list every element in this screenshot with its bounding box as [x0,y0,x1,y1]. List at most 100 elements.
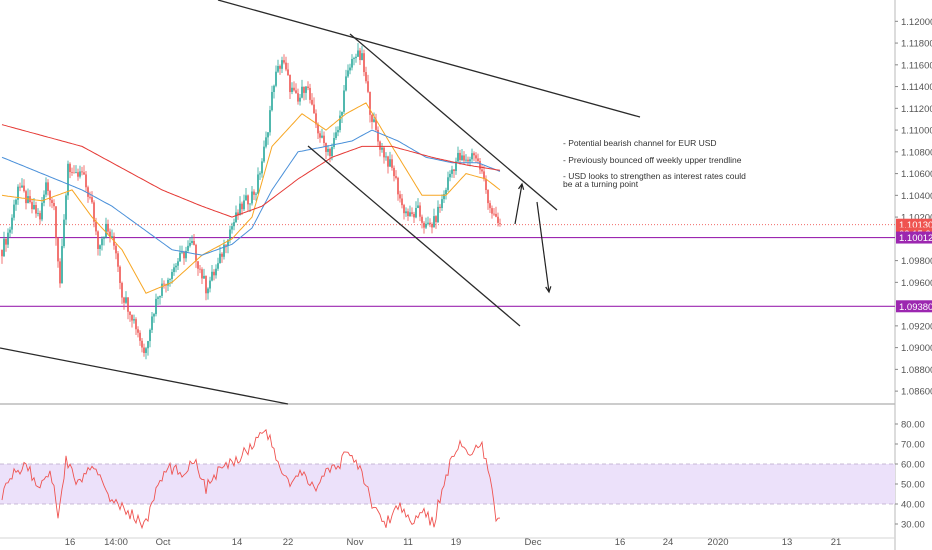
rsi-line[interactable] [1,428,501,530]
candle[interactable] [395,170,397,180]
candle[interactable] [499,218,501,227]
candle[interactable] [453,168,455,179]
candle[interactable] [307,81,309,91]
candle[interactable] [175,262,177,273]
candle[interactable] [357,43,359,57]
candle[interactable] [275,65,277,88]
candle[interactable] [369,91,371,123]
candle[interactable] [89,191,91,200]
candle[interactable] [379,140,381,157]
candle[interactable] [239,196,241,216]
candle[interactable] [99,244,101,256]
candle[interactable] [57,236,59,268]
candle[interactable] [3,231,5,257]
candle[interactable] [491,205,493,219]
candle[interactable] [153,312,155,323]
candle[interactable] [61,238,63,284]
candle[interactable] [171,269,173,284]
candle[interactable] [333,132,335,150]
candle[interactable] [297,88,299,105]
candle[interactable] [415,201,417,219]
candle[interactable] [351,54,353,71]
candle[interactable] [381,143,383,153]
candle[interactable] [71,167,73,176]
candle[interactable] [485,175,487,194]
candle[interactable] [205,275,207,301]
candle[interactable] [337,126,339,137]
candle[interactable] [129,311,131,322]
candle[interactable] [5,238,7,252]
candle[interactable] [155,293,157,317]
candle[interactable] [137,326,139,338]
candle[interactable] [255,192,257,201]
candle[interactable] [367,74,369,94]
candle[interactable] [87,185,89,203]
candle[interactable] [457,146,459,163]
candle[interactable] [441,194,443,211]
candle[interactable] [115,243,117,260]
candle[interactable] [231,222,233,234]
candle[interactable] [73,165,75,174]
candle[interactable] [469,156,471,167]
candle[interactable] [359,47,361,66]
candle[interactable] [75,165,77,174]
candle[interactable] [241,201,243,215]
weekly-lower-trendline[interactable] [0,347,289,405]
candle[interactable] [467,156,469,166]
candle[interactable] [477,153,479,164]
candle[interactable] [51,197,53,209]
candle[interactable] [277,59,279,74]
moving-average-orange[interactable] [1,102,501,294]
candle[interactable] [47,179,49,196]
arrow-up[interactable] [514,182,525,225]
moving-average-blue[interactable] [1,129,501,256]
candle[interactable] [355,53,357,63]
candle[interactable] [421,214,423,229]
candle[interactable] [323,131,325,147]
candle[interactable] [267,132,269,145]
candle[interactable] [383,146,385,164]
candle[interactable] [261,158,263,178]
channel-upper-trendline[interactable] [217,0,641,118]
candle[interactable] [187,240,189,253]
candle[interactable] [67,160,69,200]
candle[interactable] [91,191,93,204]
candle[interactable] [281,56,283,74]
candle[interactable] [475,152,477,163]
candle[interactable] [437,200,439,224]
candle[interactable] [217,257,219,271]
candle[interactable] [363,49,365,77]
candle[interactable] [253,189,255,201]
candle[interactable] [133,314,135,324]
candle[interactable] [111,229,113,239]
candle[interactable] [259,171,261,181]
candle[interactable] [373,112,375,123]
candle[interactable] [343,84,345,114]
candle[interactable] [147,340,149,356]
candle[interactable] [121,281,123,304]
candle[interactable] [247,194,249,212]
candle[interactable] [179,245,181,262]
rsi-pane[interactable]: 80.00 70.00 60.00 50.00 40.00 30.00 [0,420,925,531]
candle[interactable] [211,264,213,282]
candle[interactable] [397,176,399,201]
candle[interactable] [451,165,453,178]
candle[interactable] [105,217,107,239]
candle[interactable] [479,158,481,175]
candle[interactable] [27,188,29,204]
candle[interactable] [285,56,287,72]
candle[interactable] [127,297,129,320]
candle[interactable] [405,207,407,217]
moving-average-red[interactable] [1,124,501,218]
candle[interactable] [173,263,175,276]
candle[interactable] [473,151,475,162]
bearish-channel-lower-line[interactable] [307,145,521,327]
candle[interactable] [401,194,403,209]
candle[interactable] [55,206,57,246]
candle[interactable] [313,97,315,114]
candle[interactable] [39,210,41,225]
candle[interactable] [389,151,391,167]
candle[interactable] [339,110,341,133]
candle[interactable] [79,165,81,179]
